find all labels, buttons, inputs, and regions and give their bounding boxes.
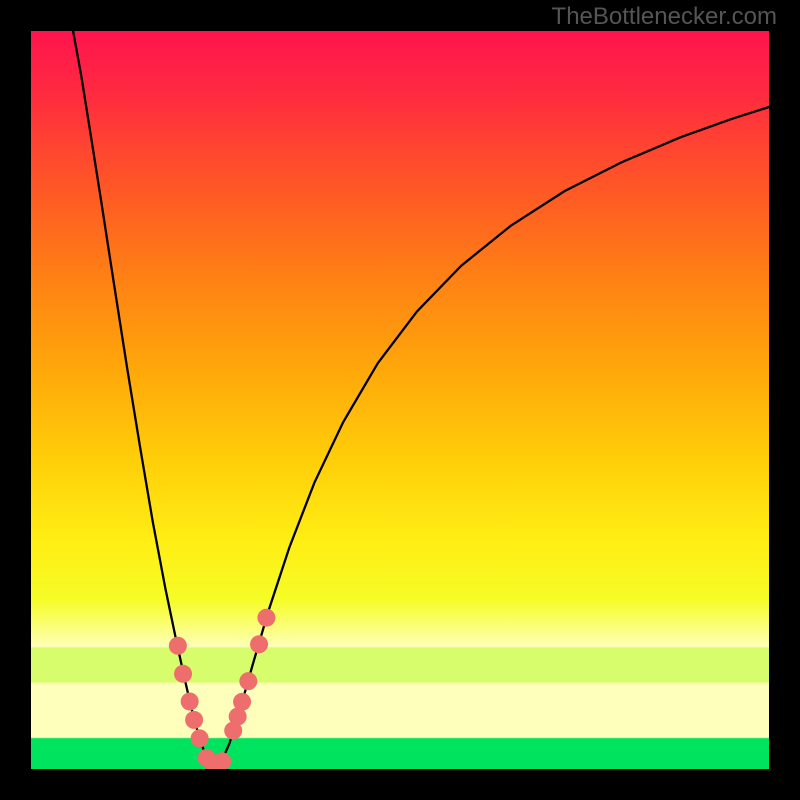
data-marker xyxy=(174,665,192,683)
data-marker xyxy=(185,711,203,729)
data-marker xyxy=(213,752,231,769)
bottleneck-curve-chart xyxy=(31,31,769,769)
data-marker xyxy=(250,635,268,653)
data-marker xyxy=(181,692,199,710)
data-marker xyxy=(257,609,275,627)
data-marker xyxy=(233,693,251,711)
curve-right xyxy=(216,107,770,769)
data-marker xyxy=(191,729,209,747)
curve-left xyxy=(73,31,215,769)
data-marker xyxy=(169,637,187,655)
plot-area xyxy=(31,31,769,769)
data-marker xyxy=(239,672,257,690)
watermark-text: TheBottlenecker.com xyxy=(552,3,777,31)
